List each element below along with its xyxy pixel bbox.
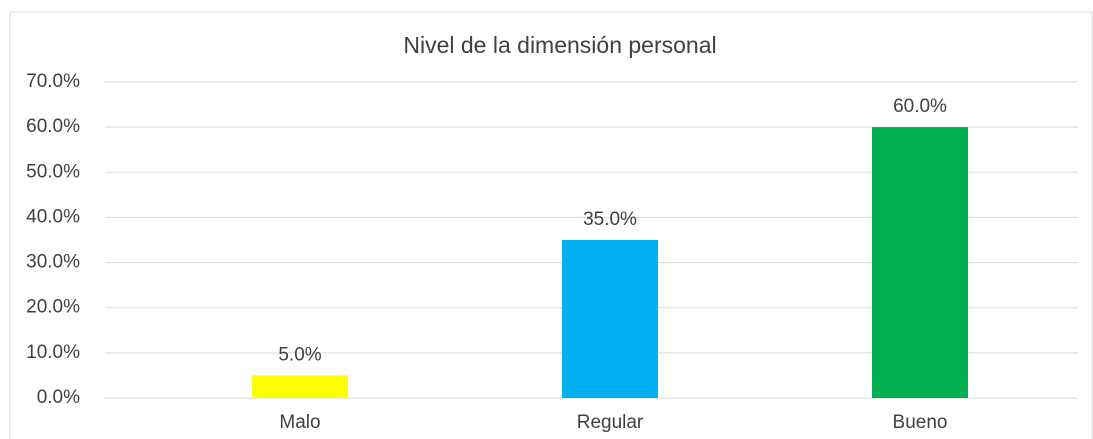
bar [252,375,348,398]
chart-title: Nivel de la dimensión personal [403,32,716,58]
y-tick-label: 0.0% [37,387,80,408]
y-tick-label: 30.0% [26,252,80,273]
x-tick-label: Bueno [893,412,948,433]
x-tick-label: Malo [279,412,320,433]
y-tick-label: 70.0% [26,71,80,92]
y-tick-label: 10.0% [26,342,80,363]
y-tick-label: 50.0% [26,161,80,182]
data-label: 5.0% [278,344,321,365]
y-tick-label: 40.0% [26,206,80,227]
bar [872,127,968,399]
y-tick-label: 60.0% [26,116,80,137]
data-label: 60.0% [893,96,947,117]
bar [562,240,658,398]
data-label: 35.0% [583,209,637,230]
y-tick-label: 20.0% [26,297,80,318]
x-tick-label: Regular [577,412,644,433]
